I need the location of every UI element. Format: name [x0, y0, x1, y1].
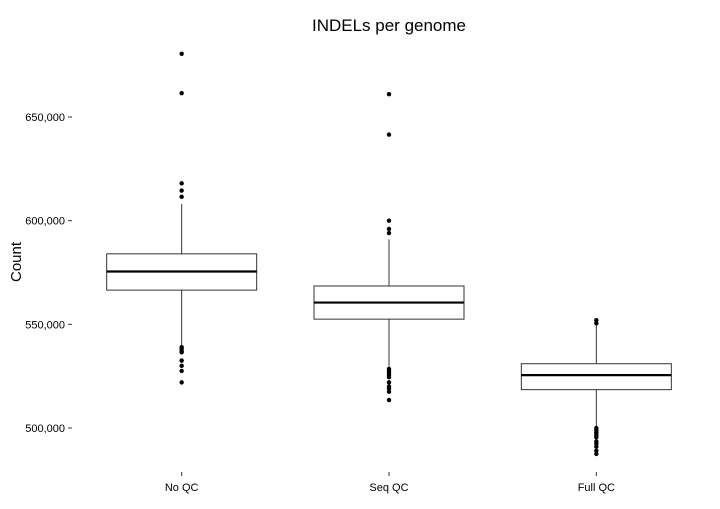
y-axis: 500,000 550,000 600,000 650,000: [25, 112, 72, 435]
outlier-point: [179, 364, 183, 368]
outlier-point: [387, 231, 391, 235]
x-axis: No QC Seq QC Full QC: [165, 472, 615, 494]
outlier-point: [179, 350, 183, 354]
outlier-point: [179, 195, 183, 199]
y-tick-label: 550,000: [25, 319, 65, 331]
outlier-point: [594, 435, 598, 439]
outlier-point: [179, 91, 183, 95]
box-seq-qc: [314, 92, 464, 402]
y-axis-label: Count: [8, 241, 25, 282]
outlier-point: [387, 132, 391, 136]
outlier-point: [179, 52, 183, 56]
outlier-point: [594, 444, 598, 448]
outlier-point: [387, 390, 391, 394]
x-tick-label: Seq QC: [369, 482, 408, 494]
x-tick-label: No QC: [165, 482, 199, 494]
outlier-point: [179, 380, 183, 384]
outlier-point: [387, 92, 391, 96]
outlier-point: [387, 398, 391, 402]
outlier-point: [387, 380, 391, 384]
outlier-point: [387, 375, 391, 379]
iqr-box: [521, 364, 671, 390]
outlier-point: [179, 358, 183, 362]
outlier-point: [179, 181, 183, 185]
outlier-point: [594, 321, 598, 325]
y-tick-label: 600,000: [25, 216, 65, 228]
outlier-point: [179, 369, 183, 373]
box-full-qc: [521, 318, 671, 456]
y-tick-label: 500,000: [25, 423, 65, 435]
box-no-qc: [107, 52, 257, 385]
x-tick-label: Full QC: [578, 482, 615, 494]
outlier-point: [594, 452, 598, 456]
outlier-point: [387, 218, 391, 222]
outlier-point: [179, 188, 183, 192]
outlier-point: [387, 227, 391, 231]
plot-area: [107, 52, 672, 457]
y-tick-label: 650,000: [25, 112, 65, 124]
chart-title: INDELs per genome: [312, 16, 466, 35]
